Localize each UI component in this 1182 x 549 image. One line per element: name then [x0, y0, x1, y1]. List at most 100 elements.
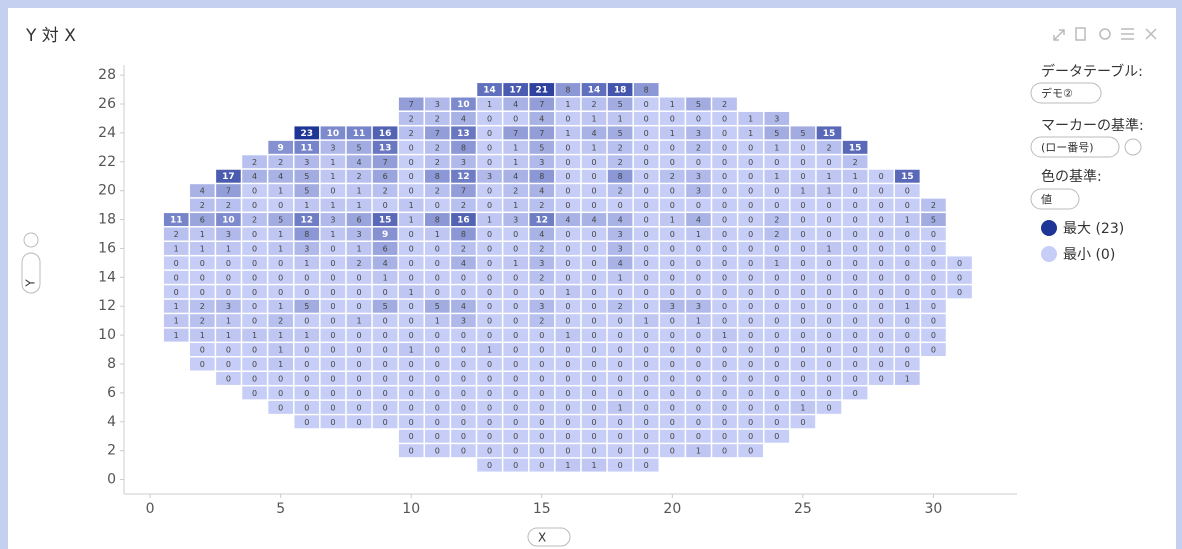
cell-label: 3	[539, 259, 544, 268]
y-tick-label: 4	[107, 414, 116, 430]
cell-label: 2	[670, 172, 675, 181]
cell-label: 0	[278, 201, 283, 210]
cell-label: 0	[748, 172, 753, 181]
cell-label: 0	[879, 288, 884, 297]
heat-cell	[398, 444, 424, 458]
marker-dropdown[interactable]	[1030, 136, 1120, 158]
cell-label: 0	[618, 432, 623, 441]
cell-label: 2	[539, 317, 544, 326]
cell-label: 7	[539, 100, 544, 109]
cell-label: 3	[670, 302, 675, 311]
cell-label: 0	[774, 374, 779, 383]
cell-label: 2	[409, 129, 414, 138]
cell-label: 0	[670, 187, 675, 196]
heat-cell	[320, 343, 346, 357]
heat-cell	[477, 386, 502, 400]
y-add-button[interactable]	[23, 232, 39, 248]
cell-label: 1	[591, 114, 596, 123]
cell-label: 0	[800, 360, 805, 369]
heat-cell	[712, 256, 737, 270]
heat-cell	[346, 140, 372, 154]
cell-label: 1	[200, 331, 205, 340]
cell-label: 0	[487, 389, 492, 398]
heat-cell	[477, 458, 502, 472]
cell-label: 0	[409, 331, 414, 340]
cell-label: 0	[670, 244, 675, 253]
heat-cell	[738, 140, 763, 154]
heat-cell	[686, 140, 711, 154]
cell-label: 7	[461, 187, 466, 196]
cell-label: 0	[487, 187, 492, 196]
heat-cell	[477, 256, 502, 270]
heat-cell	[790, 126, 816, 140]
cell-label: 0	[644, 418, 649, 427]
heat-cell	[398, 400, 424, 414]
heat-cell	[895, 343, 920, 357]
x-selector[interactable]	[527, 527, 571, 547]
cell-label: 8	[539, 172, 544, 181]
heat-cell	[816, 241, 842, 255]
add-button[interactable]	[1124, 138, 1142, 156]
heat-cell	[425, 256, 450, 270]
heat-cell	[320, 328, 346, 342]
cell-label: 1	[565, 331, 570, 340]
heat-cell	[895, 270, 920, 284]
heat-cell	[320, 285, 346, 299]
heat-cell	[451, 429, 476, 443]
cell-label: 0	[356, 389, 361, 398]
heat-cell	[842, 357, 868, 371]
cell-label: 0	[461, 418, 466, 427]
cell-label: 3	[513, 216, 518, 225]
cell-label: 1	[670, 216, 675, 225]
cell-label: 2	[252, 216, 257, 225]
heat-cell	[372, 400, 398, 414]
heat-cell	[555, 415, 581, 429]
heat-cell	[607, 328, 633, 342]
cell-label: 1	[304, 259, 309, 268]
heat-cell	[764, 184, 790, 198]
data-table-dropdown[interactable]	[1030, 82, 1102, 104]
cell-label: 0	[644, 346, 649, 355]
cell-label: 3	[487, 172, 492, 181]
cell-label: 0	[513, 374, 518, 383]
cell-label: 1	[278, 244, 283, 253]
cell-label: 1	[565, 100, 570, 109]
cell-label: 4	[278, 172, 283, 181]
cell-label: 2	[226, 201, 231, 210]
heat-cell	[633, 241, 659, 255]
heat-cell	[346, 415, 372, 429]
heat-cell	[895, 328, 920, 342]
cell-label: 2	[539, 273, 544, 282]
cell-label: 7	[435, 129, 440, 138]
y-selector[interactable]	[21, 252, 41, 294]
cell-label: 0	[409, 259, 414, 268]
color-dropdown[interactable]	[1030, 188, 1080, 210]
cell-label: 0	[670, 259, 675, 268]
cell-label: 0	[461, 374, 466, 383]
cell-label: 0	[565, 114, 570, 123]
cell-label: 0	[487, 158, 492, 167]
heat-cell	[816, 169, 842, 183]
heat-cell	[895, 184, 920, 198]
cell-label: 1	[174, 244, 179, 253]
heat-cell	[816, 184, 842, 198]
cell-label: 0	[409, 172, 414, 181]
cell-label: 1	[591, 143, 596, 152]
heat-cell	[451, 328, 476, 342]
cell-label: 0	[565, 259, 570, 268]
cell-label: 0	[931, 317, 936, 326]
cell-label: 0	[696, 273, 701, 282]
cell-label: 0	[670, 374, 675, 383]
cell-label: 1	[330, 230, 335, 239]
cell-label: 1	[905, 216, 910, 225]
heat-cell	[294, 386, 320, 400]
heat-cell	[268, 184, 293, 198]
heat-cell	[320, 415, 346, 429]
cell-label: 4	[252, 172, 257, 181]
cell-label: 0	[826, 360, 831, 369]
heat-cell	[294, 227, 320, 241]
cell-label: 0	[670, 143, 675, 152]
cell-label: 0	[722, 317, 727, 326]
heat-cell	[163, 285, 189, 299]
heat-cell	[425, 328, 450, 342]
